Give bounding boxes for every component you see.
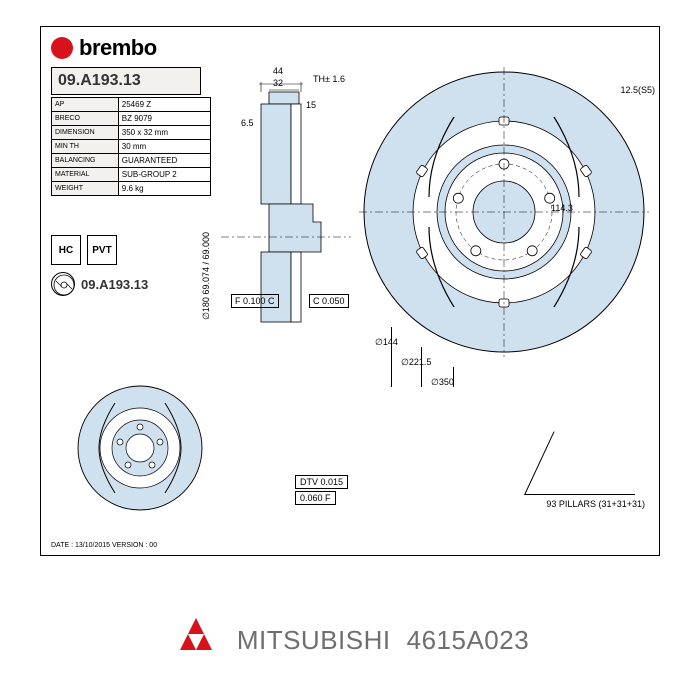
hc-icon: HC	[51, 235, 81, 265]
spec-label: WEIGHT	[52, 182, 119, 196]
mitsubishi-logo-icon	[171, 615, 221, 665]
dim-top-inner: 32	[273, 78, 283, 88]
gd-t-c-box: C 0.050	[309, 294, 349, 308]
table-row: DIMENSION350 x 32 mm	[52, 126, 211, 140]
brembo-logo-icon	[51, 37, 73, 59]
spec-value: 350 x 32 mm	[118, 126, 210, 140]
table-row: BALANCINGGUARANTEED	[52, 154, 211, 168]
table-row: WEIGHT9.6 kg	[52, 182, 211, 196]
gd-t-f-box: F 0.100 C	[231, 294, 279, 308]
pvt-icon: PVT	[87, 235, 117, 265]
spec-label: MATERIAL	[52, 168, 119, 182]
dim-bolt-circle: ∅221.5	[401, 357, 431, 368]
spec-label: BALANCING	[52, 154, 119, 168]
dim-bolt-callout: 12.5(S5)	[620, 85, 655, 95]
spec-value: GUARANTEED	[118, 154, 210, 168]
spec-label: MIN TH	[52, 140, 119, 154]
dim-bore: ∅180 69.074 / 69.000	[201, 232, 211, 320]
spec-value: 25469 Z	[118, 98, 210, 112]
spec-value: BZ 9079	[118, 112, 210, 126]
dim-hub-dia: ∅144	[375, 337, 398, 348]
front-view: 12.5(S5) 114.3	[359, 67, 649, 357]
product-band: MITSUBISHI 4615A023	[0, 590, 700, 690]
spec-table: AP25469 Z BRECOBZ 9079 DIMENSION350 x 32…	[51, 97, 211, 196]
dim-offset: 15	[306, 100, 316, 110]
spec-label: DIMENSION	[52, 126, 119, 140]
table-row: BRECOBZ 9079	[52, 112, 211, 126]
brand-name: brembo	[79, 35, 157, 61]
spec-value: 30 mm	[118, 140, 210, 154]
table-row: MIN TH30 mm	[52, 140, 211, 154]
pillars-note: 93 PILLARS (31+31+31)	[546, 499, 645, 509]
slotted-part-row: 09.A193.13	[51, 272, 148, 296]
spec-value: SUB-GROUP 2	[118, 168, 210, 182]
slotted-disc-icon	[51, 272, 75, 296]
spec-label: BRECO	[52, 112, 119, 126]
runout-callout: 0.060 F	[295, 491, 336, 505]
dtv-callout: DTV 0.015	[295, 475, 348, 489]
inset-disc-view	[75, 383, 205, 513]
product-brand: MITSUBISHI	[237, 625, 391, 656]
spec-value: 9.6 kg	[118, 182, 210, 196]
cross-section-view: 44 32 TH± 1.6 15 6.5 ∅180 69.074 / 69.00…	[221, 72, 351, 352]
dim-top-outer: 44	[273, 66, 283, 76]
table-row: AP25469 Z	[52, 98, 211, 112]
product-code: 4615A023	[407, 625, 530, 656]
icon-row: HC PVT	[51, 235, 117, 265]
part-number-box: 09.A193.13	[51, 67, 201, 95]
drawing-frame: brembo 09.A193.13 AP25469 Z BRECOBZ 9079…	[40, 26, 660, 556]
table-row: MATERIALSUB-GROUP 2	[52, 168, 211, 182]
spec-label: AP	[52, 98, 119, 112]
dim-flange: 6.5	[241, 118, 254, 128]
slotted-part-label: 09.A193.13	[81, 277, 148, 292]
brand-row: brembo	[51, 35, 157, 61]
dim-outer-dia: ∅350	[431, 377, 454, 388]
dim-pcd: 114.3	[551, 203, 573, 213]
dim-th-tol: TH± 1.6	[313, 74, 345, 84]
front-view-svg	[359, 67, 649, 357]
inset-disc-svg	[75, 383, 205, 513]
cross-section-svg	[221, 72, 351, 352]
drawing-footer: DATE : 13/10/2015 VERSION : 00	[51, 542, 157, 549]
